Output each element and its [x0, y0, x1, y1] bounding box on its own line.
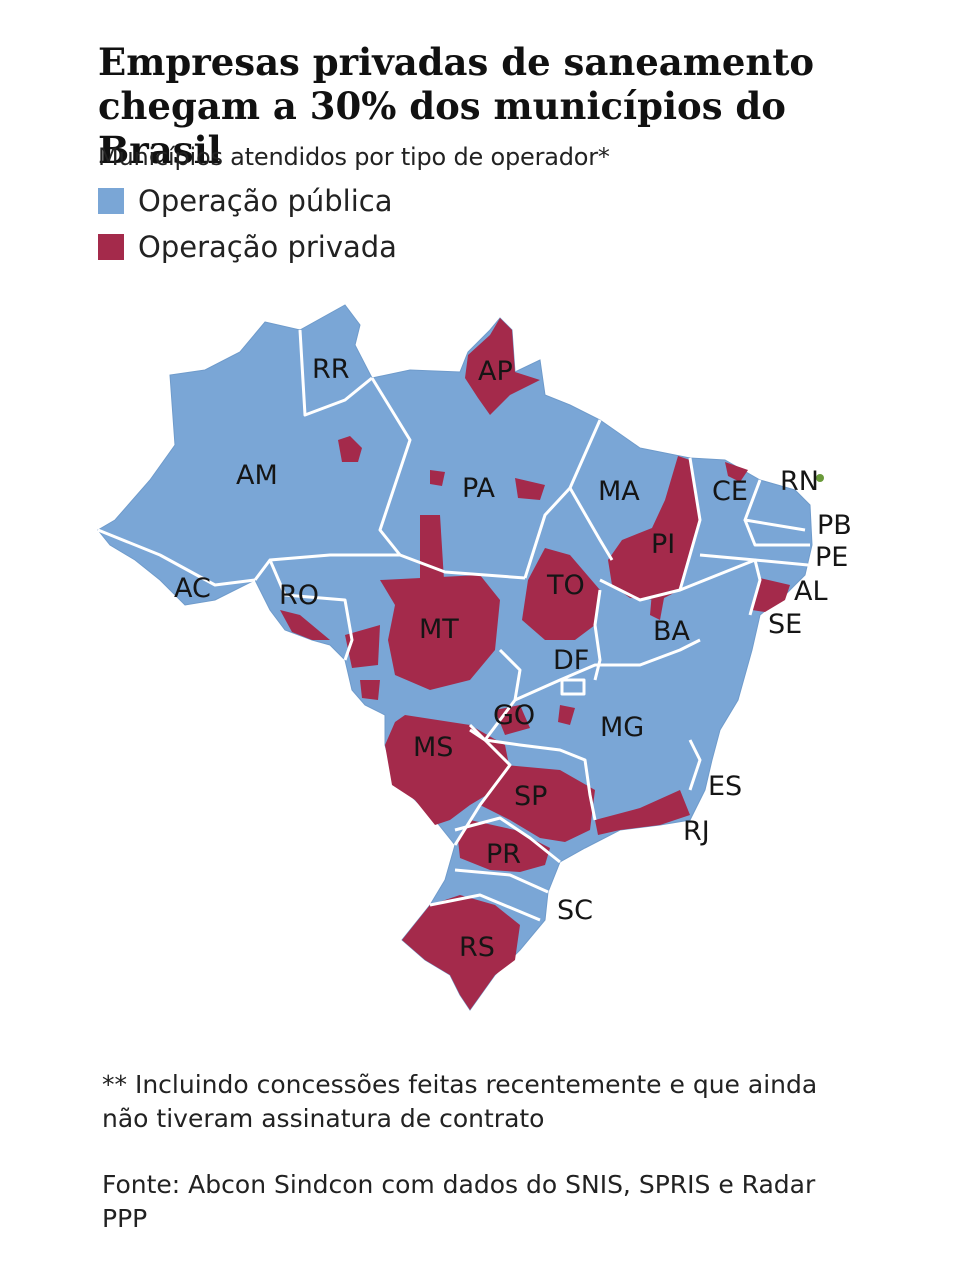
private-regions [280, 318, 790, 1010]
region-se-al [752, 578, 790, 612]
label-sc: SC [557, 895, 593, 926]
label-pb: PB [817, 510, 852, 541]
label-sp: SP [514, 781, 547, 812]
df-outline [560, 678, 586, 696]
region-to [522, 548, 600, 640]
region-rs [402, 895, 520, 1010]
region-ba-spot [650, 592, 664, 620]
region-mt-2 [345, 625, 380, 668]
border-rr [298, 329, 373, 417]
label-se: SE [768, 609, 802, 640]
label-ma: MA [598, 476, 640, 507]
border-mg-es [688, 739, 702, 791]
label-pr: PR [486, 839, 521, 870]
label-rn: RN [780, 466, 819, 497]
region-rr-spot [338, 436, 362, 462]
chart-title: Empresas privadas de saneamento chegam a… [98, 40, 815, 172]
legend-label-public: Operação pública [138, 184, 393, 218]
label-mg: MG [600, 712, 644, 743]
label-rj: RJ [683, 816, 710, 847]
legend-label-private: Operação privada [138, 230, 397, 264]
border-ma-pi [568, 487, 614, 561]
region-ce [725, 462, 748, 482]
state-labels: RR AP AM PA MA CE RN PB PE PI AC RO TO A… [174, 354, 852, 963]
label-mt: MT [419, 614, 459, 645]
region-pi [608, 456, 700, 600]
region-mt-1 [380, 575, 500, 690]
brazil-map: RR AP AM PA MA CE RN PB PE PI AC RO TO A… [97, 304, 852, 1011]
label-df: DF [553, 645, 589, 676]
footnote: ** Incluindo concessões feitas recenteme… [102, 1070, 818, 1133]
border-ro-mt [268, 559, 354, 661]
border-ac [97, 528, 256, 587]
label-pe: PE [815, 542, 848, 573]
legend-swatch-private [98, 234, 124, 260]
border-ms-sp [453, 723, 512, 846]
region-pa-1 [420, 515, 444, 582]
region-pa-3 [430, 470, 445, 486]
region-ro [280, 610, 330, 640]
region-mt-3 [360, 680, 380, 700]
label-al: AL [794, 576, 828, 607]
label-rs: RS [459, 932, 495, 963]
border-sc-rs [429, 893, 541, 922]
border-sp-pr [454, 816, 561, 864]
border-pi-ce [678, 457, 702, 591]
legend-item-private: Operação privada [98, 230, 397, 264]
region-mg-spot [558, 705, 575, 725]
border-pb [743, 519, 810, 547]
source-note: Fonte: Abcon Sindcon com dados do SNIS, … [102, 1170, 816, 1233]
border-mg-sp [484, 738, 597, 821]
label-ce: CE [712, 476, 748, 507]
marker-dot [816, 474, 824, 482]
label-ms: MS [413, 732, 453, 763]
label-ap: AP [478, 356, 513, 387]
label-rr: RR [312, 354, 350, 385]
label-ac: AC [174, 573, 211, 604]
label-pa: PA [462, 473, 496, 504]
border-am-pa [370, 377, 412, 556]
border-ba-north [599, 558, 762, 616]
border-go-mg [514, 638, 701, 702]
label-go: GO [493, 700, 535, 731]
region-ms [385, 715, 510, 825]
region-sp [480, 765, 595, 842]
border-am-ro-mt [253, 553, 526, 581]
border-to-ba [593, 589, 602, 681]
state-borders [97, 329, 810, 922]
region-pa-2 [515, 478, 545, 500]
border-pr-sc [454, 868, 549, 894]
legend-item-public: Operação pública [98, 184, 392, 218]
region-rj [595, 790, 690, 835]
region-pr [458, 820, 550, 872]
label-ro: RO [279, 580, 319, 611]
label-to: TO [546, 570, 585, 601]
chart-subtitle: Municípios atendidos por tipo de operado… [98, 143, 610, 171]
region-ap [465, 318, 540, 415]
label-am: AM [236, 460, 278, 491]
label-ba: BA [653, 616, 691, 647]
border-pa-ma-to [523, 419, 602, 579]
legend-swatch-public [98, 188, 124, 214]
label-es: ES [708, 771, 742, 802]
label-pi: PI [651, 529, 675, 560]
